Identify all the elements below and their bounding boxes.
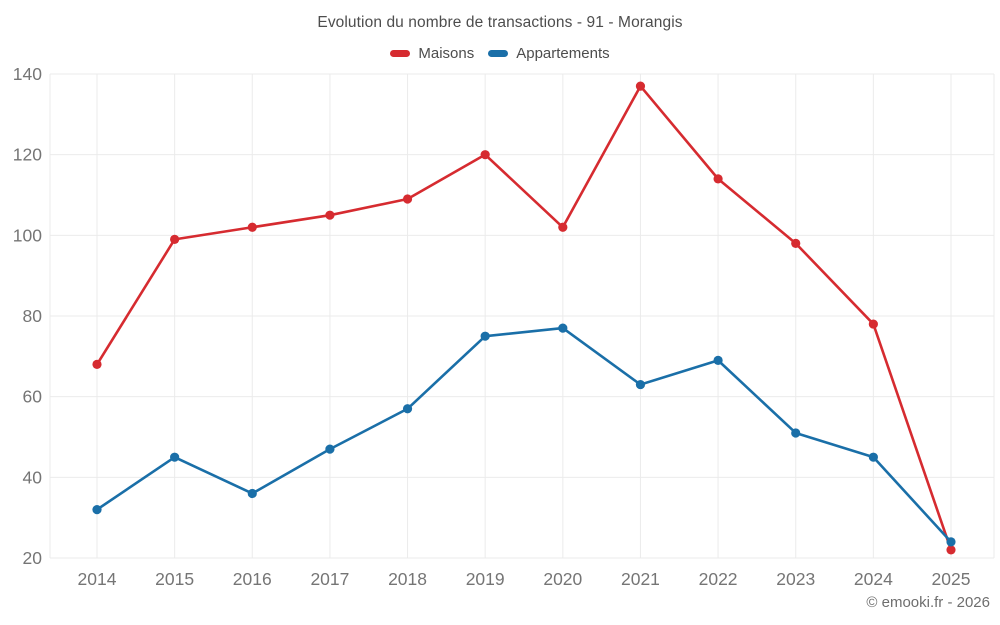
data-point-maisons-2016[interactable] [247, 222, 257, 232]
legend-label-appartements: Appartements [516, 45, 610, 62]
data-point-maisons-2022[interactable] [713, 174, 723, 184]
data-point-maisons-2021[interactable] [635, 81, 646, 91]
x-tick-label: 2025 [932, 569, 971, 589]
data-point-appartements-2023[interactable] [791, 428, 801, 438]
data-point-maisons-2014[interactable] [92, 359, 102, 369]
chart-title: Evolution du nombre de transactions - 91… [317, 14, 683, 31]
x-tick-label: 2019 [466, 569, 505, 589]
legend-swatch-appartements-icon [488, 50, 509, 57]
x-tick-label: 2017 [310, 569, 349, 589]
x-tick-label: 2014 [78, 569, 117, 589]
x-tick-label: 2021 [621, 569, 660, 589]
data-point-appartements-2024[interactable] [868, 452, 878, 462]
legend-item-maisons[interactable]: Maisons [390, 45, 474, 62]
data-point-appartements-2020[interactable] [558, 323, 568, 333]
legend-item-appartements[interactable]: Appartements [488, 45, 610, 62]
y-tick-label: 80 [23, 306, 43, 326]
y-tick-label: 20 [23, 548, 43, 568]
y-tick-label: 100 [13, 225, 42, 245]
data-point-maisons-2025[interactable] [946, 545, 956, 555]
x-tick-label: 2023 [776, 569, 815, 589]
y-tick-label: 140 [13, 64, 42, 84]
data-point-appartements-2016[interactable] [247, 488, 257, 499]
data-point-appartements-2017[interactable] [325, 444, 335, 454]
data-point-appartements-2019[interactable] [480, 331, 490, 341]
y-tick-label: 120 [13, 145, 42, 165]
data-point-appartements-2014[interactable] [92, 505, 102, 515]
x-tick-label: 2020 [543, 569, 582, 589]
data-point-maisons-2015[interactable] [170, 234, 180, 244]
data-point-maisons-2017[interactable] [325, 210, 335, 220]
data-point-maisons-2023[interactable] [791, 238, 801, 248]
data-point-appartements-2022[interactable] [713, 355, 723, 365]
data-point-maisons-2018[interactable] [402, 194, 413, 204]
y-tick-label: 60 [23, 387, 43, 407]
data-point-appartements-2018[interactable] [402, 404, 413, 414]
data-point-maisons-2024[interactable] [868, 319, 878, 329]
x-tick-label: 2016 [233, 569, 272, 589]
legend-label-maisons: Maisons [418, 45, 475, 62]
data-point-maisons-2019[interactable] [480, 150, 490, 160]
data-point-appartements-2021[interactable] [635, 379, 646, 390]
y-tick-label: 40 [23, 467, 43, 487]
chart-legend: Maisons Appartements [0, 45, 1000, 62]
data-point-appartements-2025[interactable] [946, 537, 956, 547]
series-line-maisons [95, 84, 953, 552]
data-point-appartements-2015[interactable] [170, 452, 180, 462]
x-tick-label: 2015 [155, 569, 194, 589]
series-line-appartements [95, 326, 953, 544]
x-tick-label: 2018 [388, 569, 427, 589]
legend-swatch-maisons-icon [390, 50, 411, 57]
x-tick-label: 2022 [699, 569, 738, 589]
x-tick-label: 2024 [854, 569, 893, 589]
data-point-maisons-2020[interactable] [558, 222, 568, 232]
footer-credit: © emooki.fr - 2026 [866, 594, 990, 611]
